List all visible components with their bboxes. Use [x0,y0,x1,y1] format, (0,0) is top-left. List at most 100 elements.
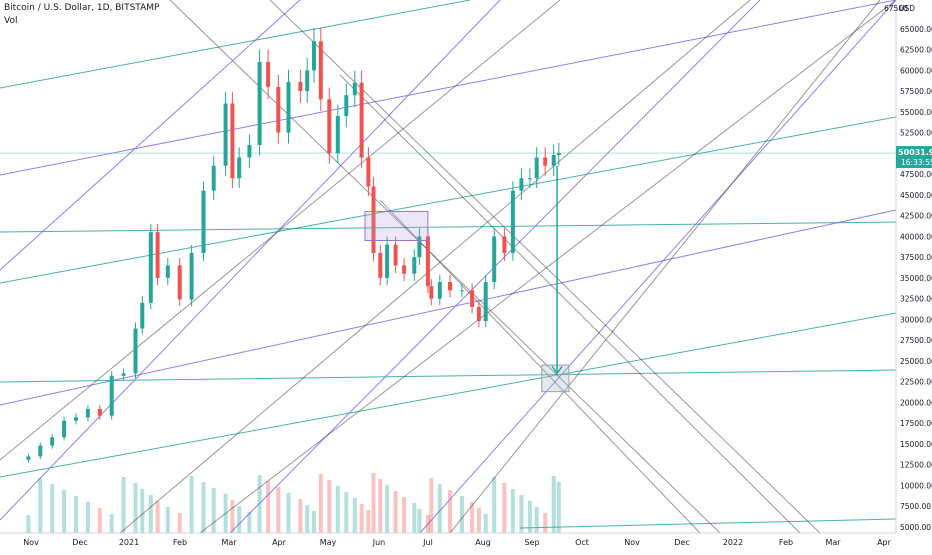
volume-bar [402,497,407,533]
candle-body [121,373,126,376]
volume-bar [335,486,340,533]
volume-bar [26,515,31,533]
y-tick-label: 60000.00 [900,66,932,75]
x-tick-label: Sep [524,538,539,547]
candle-body [393,244,398,266]
axis-unit-label: USD [899,4,915,13]
volume-bar [177,513,182,533]
y-tick-label: 37500.00 [900,253,932,262]
volume-bar [266,481,271,533]
volume-bar [459,496,464,533]
y-tick-label: 20000.00 [900,398,932,407]
candle-body [412,257,417,274]
candle-body [510,190,515,253]
candle-body [335,115,340,154]
x-tick-label: Dec [674,538,689,547]
trend-line [119,0,751,534]
volume-bar [437,484,442,533]
candle-body [385,244,390,278]
annotations [0,152,896,393]
time-axis[interactable]: Nov Dec 2021 Feb Mar Apr May Jun Jul Aug Sep Oct Nov… [0,532,896,547]
candle-body [551,154,556,166]
candle-body [140,302,145,329]
volume-bar [298,499,303,533]
candle-body [237,157,242,179]
volume-bar [74,496,78,533]
candle-body [155,232,160,278]
y-tick-label: 25000.00 [900,357,932,366]
volume-bar [230,500,235,533]
candle-body [133,328,138,374]
candle-body [378,252,383,278]
y-tick-label: 7500.00 [900,502,931,511]
volume-bar [476,508,481,533]
price-axis[interactable]: USD 5000.00 7500.00 10000.00 12500.00 15000.0… [884,0,932,550]
y-tick-label: 30000.00 [900,315,932,324]
volume-bar [97,508,102,533]
y-tick-label: 22500.00 [900,378,932,387]
candle-body [527,178,532,180]
x-tick-label: Feb [779,538,793,547]
volume-bar [366,510,371,533]
candle-body [266,61,271,87]
volume-bar [305,505,310,533]
volume-bar [211,488,216,533]
volume-bar [148,495,153,533]
candle-body [189,252,194,300]
volume-bar [378,479,383,533]
volume-bar [133,483,138,533]
candle-body [85,409,90,418]
y-tick-label: 15000.00 [900,440,932,449]
price-tag [896,146,932,169]
candle-body [177,265,182,300]
trend-line [0,0,501,521]
trend-line [0,209,897,406]
x-tick-label: Jun [372,538,386,547]
candle-body [425,236,430,287]
y-tick-label: 27500.00 [900,336,932,345]
volume-bar [534,507,539,533]
y-tick-label: 12500.00 [900,461,932,470]
candle-body [437,282,442,299]
candle-body [38,445,43,457]
price-tag-value: 50031.98 [898,148,932,157]
volume-bar [556,482,561,533]
x-tick-label: Jul [422,538,433,547]
trend-line [199,0,897,534]
y-tick-label: 47500.00 [900,170,932,179]
trend-line [0,0,561,461]
candle-body [286,81,291,133]
x-tick-label: Apr [272,538,287,547]
volume-bar [121,477,126,533]
x-tick-label: Feb [173,538,187,547]
volume-bar [470,502,475,533]
candle-body [429,286,434,299]
volume-bar [551,476,556,533]
candle-body [298,81,303,92]
y-tick-label: 32500.00 [900,295,932,304]
volume-bar [276,487,281,533]
candle-body [534,157,539,179]
candle-body [62,420,67,438]
candle-body [470,290,475,307]
volume-bar [483,514,488,533]
x-tick-label: Mar [221,538,237,547]
trend-line [0,0,471,89]
arrow-head-icon [551,365,563,375]
trend-line [0,369,897,383]
volume-bar [429,478,434,533]
candle-body [402,265,407,274]
price-axis-bg [896,0,932,550]
volume-bar [393,491,398,533]
volume-bar [237,506,242,533]
volume-bar [257,475,262,533]
y-tick-label: 55000.00 [900,108,932,117]
x-tick-label: Dec [72,538,87,547]
trend-line [519,518,897,529]
candle-body [247,145,252,158]
trend-line [0,0,897,176]
symbol-title[interactable]: Bitcoin / U.S. Dollar, 1D, BITSTAMP [4,3,160,13]
volume-bar [543,513,548,533]
